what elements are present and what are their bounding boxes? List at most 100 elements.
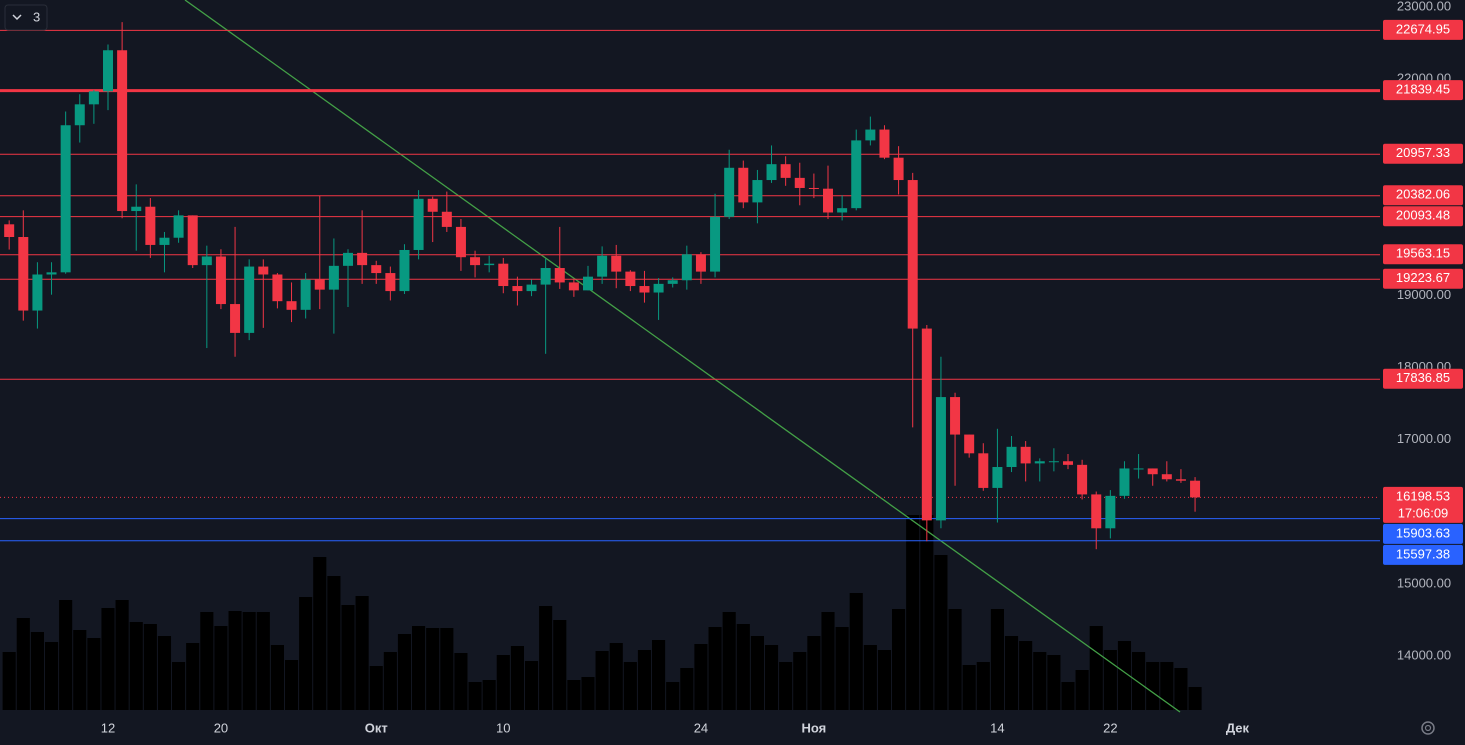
candle-body bbox=[611, 255, 622, 272]
candle-body bbox=[681, 254, 692, 281]
y-tick-label: 17000.00 bbox=[1397, 431, 1451, 446]
chevron-icon bbox=[12, 14, 22, 21]
volume-bar bbox=[2, 652, 16, 710]
volume-bar bbox=[807, 636, 821, 710]
volume-bar bbox=[1188, 687, 1202, 710]
candle-body bbox=[766, 164, 777, 181]
volume-bar bbox=[750, 636, 764, 710]
volume-bar bbox=[412, 626, 426, 710]
level-layer bbox=[0, 29, 1380, 542]
volume-bar bbox=[440, 628, 454, 710]
price-label-box bbox=[1383, 80, 1463, 101]
x-tick-label: 22 bbox=[1103, 720, 1117, 735]
candle-body bbox=[427, 198, 438, 212]
candle-body bbox=[328, 265, 339, 290]
volume-bar bbox=[482, 680, 496, 710]
volume-bar bbox=[510, 646, 524, 710]
volume-bar bbox=[30, 632, 44, 710]
badge-box[interactable] bbox=[4, 4, 48, 31]
candle-body bbox=[159, 237, 170, 245]
volume-bar bbox=[1146, 662, 1160, 710]
volume-bar bbox=[652, 640, 666, 710]
volume-bar bbox=[934, 555, 948, 710]
volume-bar bbox=[990, 609, 1004, 710]
candle-body bbox=[314, 279, 325, 290]
candle-body bbox=[173, 215, 184, 238]
candle-body bbox=[1105, 495, 1116, 529]
volume-bar bbox=[468, 682, 482, 710]
candle-body bbox=[470, 257, 481, 266]
level-label: 19563.15 bbox=[1396, 246, 1450, 261]
volume-bar bbox=[708, 627, 722, 710]
volume-bar bbox=[1174, 668, 1188, 710]
x-tick-label: 24 bbox=[694, 720, 708, 735]
candle-body bbox=[1034, 461, 1045, 464]
candle-body bbox=[215, 256, 226, 305]
price-label-box bbox=[1383, 244, 1463, 265]
price-label-box bbox=[1383, 486, 1463, 523]
settings-icon[interactable] bbox=[1421, 721, 1435, 735]
candle-body bbox=[18, 237, 29, 311]
x-tick-label: Дек bbox=[1226, 720, 1250, 735]
candle-body bbox=[752, 180, 763, 203]
volume-bar bbox=[567, 680, 581, 710]
price-label-box bbox=[1383, 544, 1463, 565]
interval-badge[interactable]: 3 bbox=[4, 4, 48, 31]
candle-body bbox=[554, 268, 565, 283]
candle-body bbox=[893, 157, 904, 181]
volume-bar bbox=[595, 651, 609, 710]
volume-bar bbox=[299, 597, 313, 710]
volume-bar bbox=[1061, 682, 1075, 710]
volume-bar bbox=[863, 645, 877, 710]
volume-bar bbox=[143, 624, 157, 710]
candle-body bbox=[343, 252, 353, 266]
candle-body bbox=[512, 286, 523, 292]
candle-body bbox=[117, 50, 128, 212]
volume-bar bbox=[496, 655, 510, 710]
gear-ring bbox=[1421, 721, 1435, 735]
volume-bar bbox=[157, 636, 172, 710]
volume-bar bbox=[906, 515, 920, 710]
volume-bar bbox=[877, 650, 892, 710]
volume-bar bbox=[849, 593, 863, 710]
level-label: 20957.33 bbox=[1396, 145, 1450, 160]
candle-body bbox=[964, 434, 975, 454]
volume-bar bbox=[722, 612, 736, 710]
candle-body bbox=[286, 301, 297, 310]
candle-body bbox=[625, 271, 636, 287]
candle-layer bbox=[4, 22, 1201, 550]
x-tick-label: Окт bbox=[365, 720, 388, 735]
volume-bar bbox=[779, 662, 793, 710]
x-tick-label: 20 bbox=[214, 720, 228, 735]
x-tick-label: Ноя bbox=[802, 720, 827, 735]
volume-bar bbox=[383, 652, 397, 710]
level-label: 20093.48 bbox=[1396, 208, 1450, 223]
candle-body bbox=[950, 397, 961, 435]
candle-body bbox=[724, 167, 735, 217]
price-label-box bbox=[1383, 268, 1463, 289]
candle-body bbox=[244, 266, 255, 333]
candle-body bbox=[498, 263, 509, 287]
candle-body bbox=[639, 286, 650, 293]
candle-body bbox=[1091, 494, 1102, 529]
candle-body bbox=[103, 50, 113, 92]
volume-bar bbox=[1117, 641, 1132, 710]
candle-body bbox=[978, 453, 989, 488]
volume-bar bbox=[186, 643, 200, 710]
price-label-box bbox=[1383, 143, 1463, 164]
level-label: 15903.63 bbox=[1396, 525, 1450, 540]
volume-bar bbox=[1132, 652, 1146, 710]
countdown-label: 17:06:09 bbox=[1398, 505, 1449, 520]
candle-body bbox=[992, 467, 1003, 488]
candle-body bbox=[385, 273, 396, 292]
candle-body bbox=[794, 177, 805, 188]
volume-bar bbox=[341, 605, 355, 710]
candle-body bbox=[371, 265, 382, 274]
badge-text: 3 bbox=[33, 9, 40, 24]
volume-bar bbox=[101, 608, 115, 710]
volume-bar bbox=[1019, 641, 1033, 710]
volume-bar bbox=[1089, 626, 1103, 710]
candle-body bbox=[46, 272, 57, 275]
candle-body bbox=[32, 274, 43, 311]
